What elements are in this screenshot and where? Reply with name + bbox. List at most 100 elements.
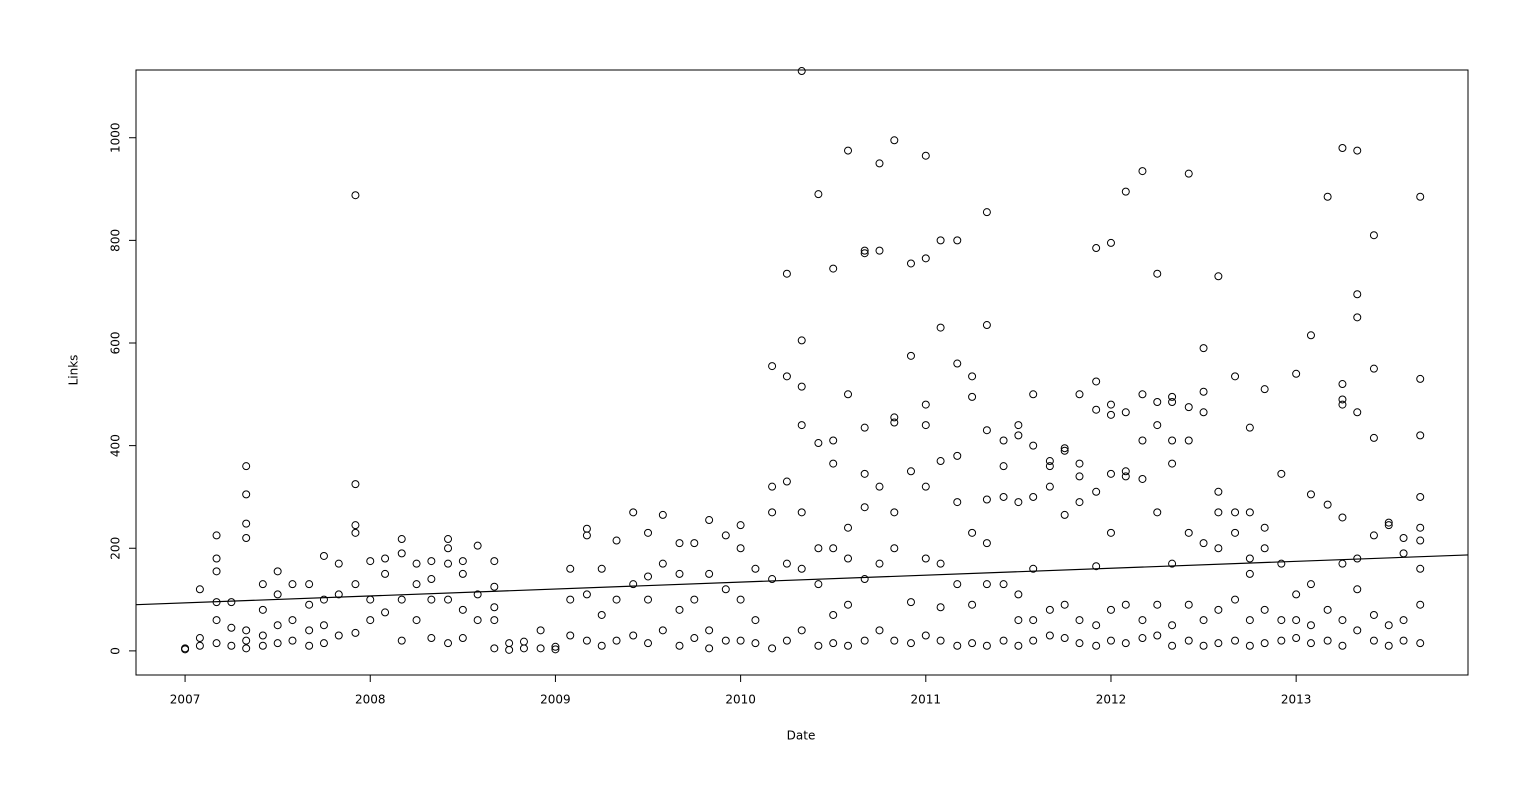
x-axis-label: Date [787, 729, 816, 743]
point [982, 539, 991, 548]
point [505, 639, 514, 648]
point [690, 595, 699, 604]
point [982, 641, 991, 650]
point [829, 544, 838, 553]
point [242, 644, 251, 653]
point [412, 559, 421, 568]
point [921, 254, 930, 263]
point [1106, 400, 1115, 409]
point [490, 603, 499, 612]
point [1029, 441, 1038, 450]
point [366, 557, 375, 566]
point [751, 564, 760, 573]
point [736, 544, 745, 553]
point [982, 580, 991, 589]
point [1231, 595, 1240, 604]
point [921, 400, 930, 409]
point [1338, 641, 1347, 650]
point [829, 639, 838, 648]
point [273, 639, 282, 648]
point [782, 269, 791, 278]
point [334, 631, 343, 640]
point [797, 67, 806, 76]
point [953, 498, 962, 507]
trend-line [135, 554, 1469, 606]
point [936, 457, 945, 466]
y-tick-label: 200 [109, 537, 123, 560]
point [366, 616, 375, 625]
point [273, 621, 282, 630]
point [1153, 508, 1162, 517]
point [1121, 467, 1130, 476]
y-tick-label: 0 [109, 647, 123, 655]
point [953, 641, 962, 650]
point [1029, 492, 1038, 501]
point [1106, 636, 1115, 645]
point [1092, 487, 1101, 496]
point [1029, 564, 1038, 573]
point [629, 580, 638, 589]
point [305, 626, 314, 635]
point [566, 595, 575, 604]
point [444, 535, 453, 544]
point [1260, 544, 1269, 553]
point [1199, 539, 1208, 548]
point [1075, 639, 1084, 648]
point [906, 598, 915, 607]
point [319, 551, 328, 560]
point [936, 323, 945, 332]
point [999, 580, 1008, 589]
point [490, 582, 499, 591]
point [797, 336, 806, 345]
point [1306, 580, 1315, 589]
x-tick-label: 2008 [355, 693, 386, 707]
point [1153, 269, 1162, 278]
point [629, 508, 638, 517]
point [982, 495, 991, 504]
point [675, 605, 684, 614]
point [1060, 510, 1069, 519]
point [968, 639, 977, 648]
point [658, 559, 667, 568]
point [305, 641, 314, 650]
point [1277, 559, 1286, 568]
point [427, 634, 436, 643]
point [1416, 600, 1425, 609]
point [860, 423, 869, 432]
point [844, 523, 853, 532]
point [953, 451, 962, 460]
point [1199, 387, 1208, 396]
point [782, 559, 791, 568]
point [473, 590, 482, 599]
point [1075, 459, 1084, 468]
point [814, 580, 823, 589]
point [751, 639, 760, 648]
point [1338, 616, 1347, 625]
point [1060, 600, 1069, 609]
point [768, 362, 777, 371]
point [1045, 605, 1054, 614]
point [1045, 462, 1054, 471]
point [1231, 636, 1240, 645]
point [797, 421, 806, 430]
point [1369, 433, 1378, 442]
point [1075, 390, 1084, 399]
point [1245, 641, 1254, 650]
point [1045, 457, 1054, 466]
point [319, 639, 328, 648]
point [906, 351, 915, 360]
y-tick-label: 800 [109, 229, 123, 252]
point [860, 249, 869, 258]
point [1075, 616, 1084, 625]
point [536, 644, 545, 653]
point [768, 482, 777, 491]
point [412, 616, 421, 625]
point [412, 580, 421, 589]
point [397, 595, 406, 604]
x-tick-label: 2011 [911, 693, 942, 707]
point [1231, 528, 1240, 537]
point [982, 426, 991, 435]
point [1416, 536, 1425, 545]
